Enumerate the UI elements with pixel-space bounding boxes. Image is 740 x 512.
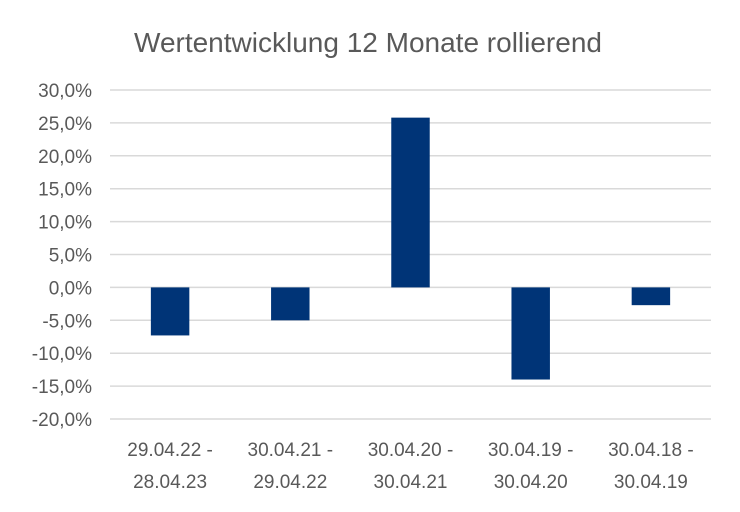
y-tick-label: 20,0% — [38, 147, 92, 168]
y-tick-label: -15,0% — [32, 377, 92, 398]
x-category-label: 30.04.20 - — [368, 440, 454, 461]
y-tick-label: 0,0% — [49, 278, 92, 299]
y-tick-label: -20,0% — [32, 410, 92, 431]
x-category-label: 30.04.18 - — [608, 440, 694, 461]
bar — [150, 287, 190, 336]
bar — [511, 287, 550, 380]
x-axis-categories: 29.04.22 - 28.04.23 30.04.21 - 29.04.22 30.0… — [127, 440, 693, 493]
bar — [271, 287, 310, 321]
chart-title: Wertentwicklung 12 Monate rollierend — [134, 27, 602, 58]
x-category-label: 30.04.19 - — [488, 440, 574, 461]
bar — [391, 117, 430, 288]
x-category-label: 30.04.21 - — [248, 440, 334, 461]
y-tick-label: 30,0% — [38, 81, 92, 102]
x-category-label: 29.04.22 — [253, 472, 327, 493]
x-category-label: 30.04.21 — [374, 472, 448, 493]
y-axis-ticks: 30,0% 25,0% 20,0% 15,0% 10,0% 5,0% 0,0% -5,0% -1… — [32, 81, 92, 431]
y-tick-label: -10,0% — [32, 344, 92, 365]
bars — [150, 117, 671, 380]
y-tick-label: -5,0% — [42, 311, 92, 332]
y-tick-label: 5,0% — [49, 246, 92, 267]
x-category-label: 30.04.20 — [494, 472, 568, 493]
y-tick-label: 10,0% — [38, 213, 92, 234]
x-category-label: 28.04.23 — [133, 472, 207, 493]
y-tick-label: 25,0% — [38, 114, 92, 135]
y-tick-label: 15,0% — [38, 180, 92, 201]
x-category-label: 29.04.22 - — [127, 440, 213, 461]
x-category-label: 30.04.19 — [614, 472, 688, 493]
bar — [631, 287, 671, 306]
